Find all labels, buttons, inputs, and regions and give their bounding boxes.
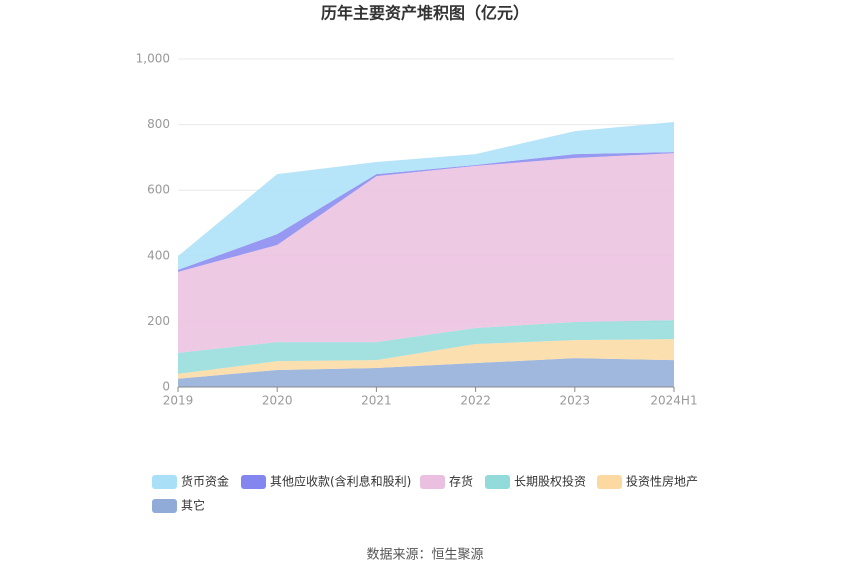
legend-label: 货币资金 (181, 474, 229, 489)
legend-swatch (152, 475, 177, 489)
legend-label: 长期股权投资 (514, 474, 586, 489)
x-tick-label: 2021 (361, 394, 392, 408)
area (178, 339, 674, 379)
legend-label: 其他应收款(含利息和股利) (270, 474, 411, 489)
x-tick-label: 2020 (262, 394, 293, 408)
area (178, 320, 674, 374)
x-tick-label: 2022 (460, 394, 491, 408)
legend-swatch (485, 475, 510, 489)
chart-title: 历年主要资产堆积图（亿元） (321, 4, 529, 23)
x-tick-label: 2023 (560, 394, 591, 408)
legend-swatch (152, 499, 177, 513)
legend-swatch (597, 475, 622, 489)
source-note: 数据来源：恒生聚源 (366, 548, 483, 563)
legend-swatch (241, 475, 266, 489)
y-tick-label: 200 (147, 314, 170, 328)
x-tick-label: 2019 (163, 394, 194, 408)
y-tick-label: 1,000 (136, 52, 170, 66)
y-tick-label: 600 (147, 183, 170, 197)
y-tick-label: 400 (147, 248, 170, 262)
legend-label: 投资性房地产 (626, 474, 698, 489)
y-tick-label: 0 (162, 380, 170, 394)
legend-label: 存货 (449, 474, 473, 489)
y-tick-label: 800 (147, 117, 170, 131)
x-tick-label: 2024H1 (650, 394, 697, 408)
area (178, 153, 674, 353)
area (178, 358, 674, 387)
legend-swatch (420, 475, 445, 489)
legend-label: 其它 (181, 498, 205, 513)
area (178, 121, 674, 270)
